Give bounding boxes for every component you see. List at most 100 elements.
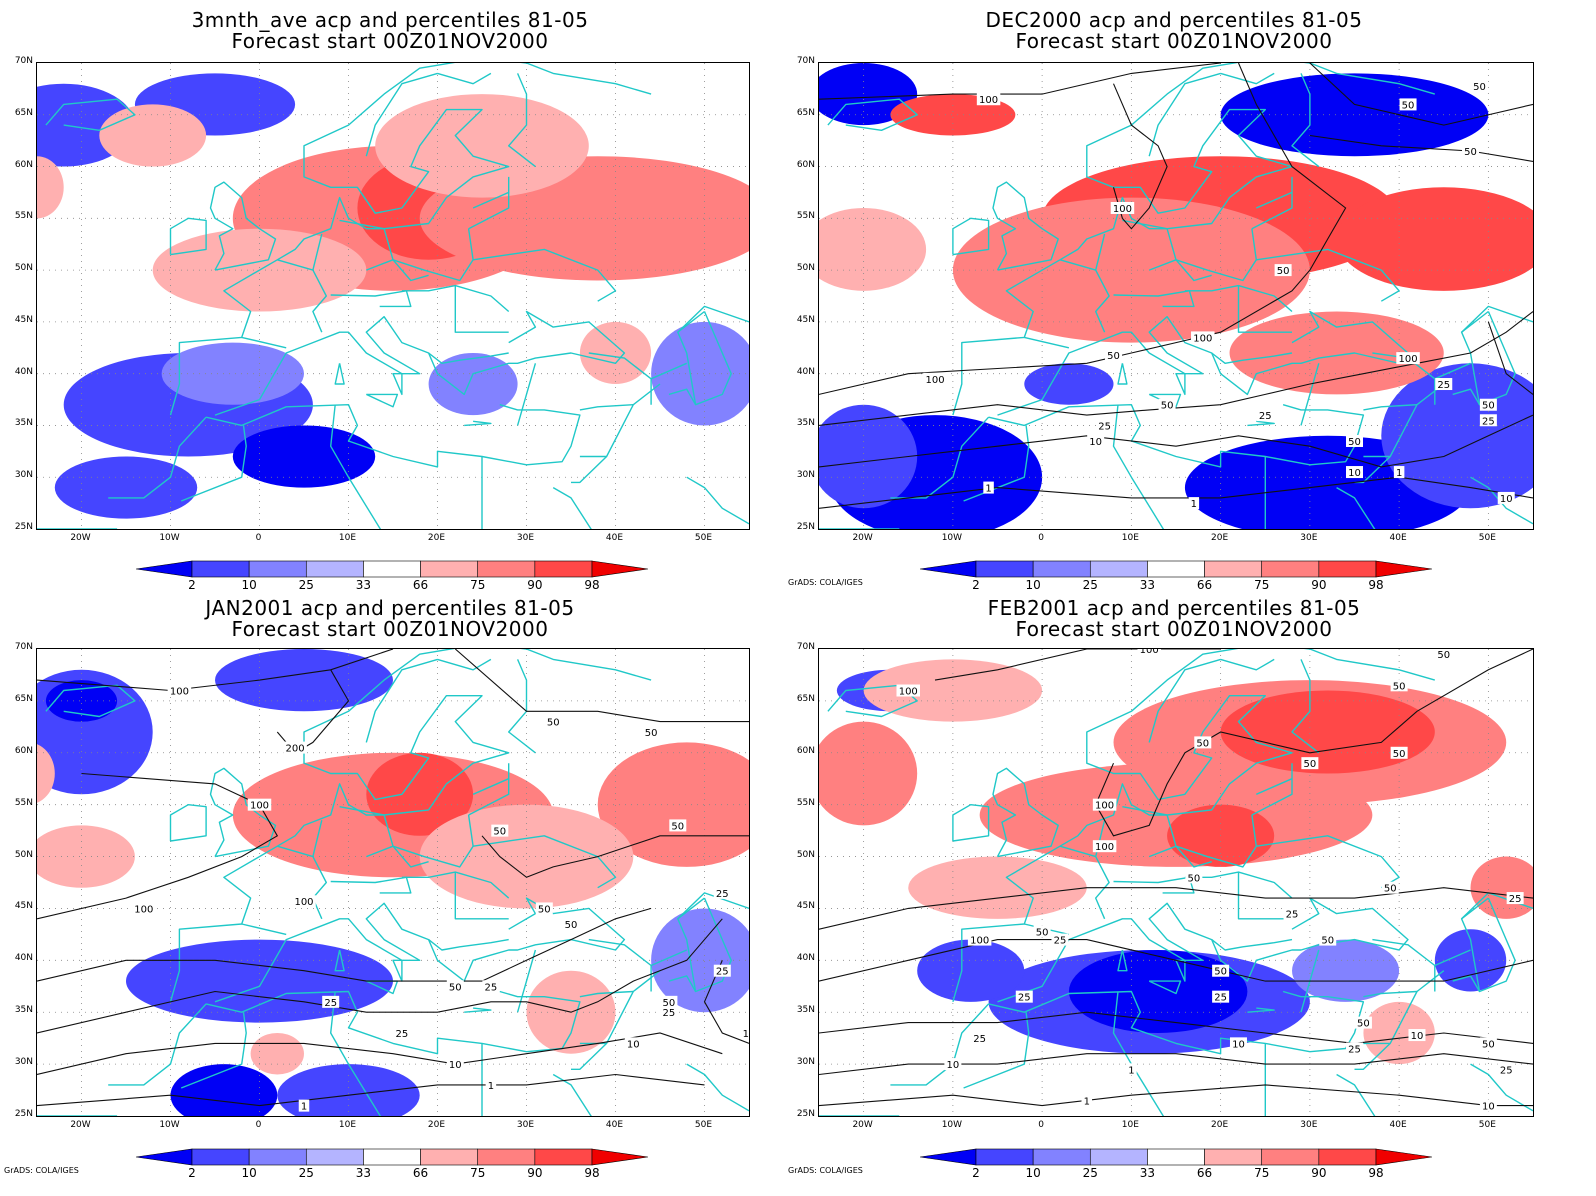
coastline-path xyxy=(454,285,509,333)
coastline-path xyxy=(472,176,510,209)
contour-label: 50 xyxy=(1036,927,1049,938)
panel-title: JAN2001 acp and percentiles 81-05 xyxy=(205,596,575,620)
lon-tick-label: 40E xyxy=(1389,1120,1407,1130)
contour-label-bg xyxy=(624,1037,642,1050)
percentile-region xyxy=(37,744,55,803)
colorbar-label: 25 xyxy=(298,1166,314,1180)
coastline-path xyxy=(1148,658,1221,743)
percentile-shading xyxy=(819,659,1533,1065)
coastline-path xyxy=(277,845,327,920)
colorbar-segment xyxy=(136,1148,193,1166)
colorbar xyxy=(920,1148,1432,1166)
colorbar-segment xyxy=(1089,1148,1148,1166)
percentile-region xyxy=(579,321,652,385)
colorbar-segment xyxy=(1147,560,1205,578)
percentile-region xyxy=(651,908,749,1013)
contour-line xyxy=(934,649,1221,681)
contour-label-bg xyxy=(1346,1042,1363,1055)
colorbar-segment xyxy=(191,1148,250,1166)
lon-tick-label: 50E xyxy=(694,533,713,543)
coastline-path xyxy=(428,938,509,951)
coastline-path xyxy=(516,363,537,426)
contour-label: 25 xyxy=(1500,1065,1513,1076)
colorbar-label: 33 xyxy=(355,578,372,592)
percentile-region xyxy=(215,649,393,712)
contour-label: 100 xyxy=(1113,204,1132,215)
coastline-path xyxy=(1460,897,1516,993)
grid-lines xyxy=(819,63,1533,529)
coastline-path xyxy=(890,416,990,499)
lat-tick-label: 55N xyxy=(796,211,815,222)
lat-tick-label: 25N xyxy=(796,522,815,532)
contour-label: 50 xyxy=(1304,759,1317,770)
lat-tick-label: 25N xyxy=(796,1109,815,1119)
coastline-path xyxy=(472,763,510,795)
contour-label: 25 xyxy=(663,1008,676,1019)
colorbar-label: 75 xyxy=(470,578,486,592)
panel-subtitle: Forecast start 00Z01NOV2000 xyxy=(1015,29,1333,53)
contour-label: 100 xyxy=(1193,333,1212,344)
contour-label: 25 xyxy=(324,998,337,1009)
contour-label: 100 xyxy=(250,801,269,812)
coastline-path xyxy=(1059,259,1110,333)
contour-label-bg xyxy=(660,995,678,1008)
percentile-region xyxy=(908,856,1087,919)
contour-label: 25 xyxy=(716,967,729,978)
contour-label-bg xyxy=(713,964,731,977)
coastline-path xyxy=(1251,778,1293,816)
colorbar-segment xyxy=(477,560,536,578)
percentile-region xyxy=(232,425,376,488)
lon-tick-label: 50E xyxy=(1478,533,1496,543)
lon-tick-label: 10W xyxy=(159,533,180,543)
lat-tick-label: 35N xyxy=(796,1005,815,1016)
contour-label-bg xyxy=(971,1032,989,1045)
contour-label-bg xyxy=(944,1058,962,1071)
lon-tick-label: 40E xyxy=(605,1120,624,1130)
contour-label-bg xyxy=(1506,892,1524,905)
coastline-path xyxy=(180,1012,247,1089)
contour-label: 25 xyxy=(485,982,498,993)
coastline-path xyxy=(1122,806,1168,816)
contour-line xyxy=(37,1073,705,1107)
coastline-path xyxy=(437,72,492,85)
contour-label-bg xyxy=(1126,1063,1137,1076)
lat-tick-label: 55N xyxy=(796,797,815,808)
coastline-path xyxy=(45,98,136,131)
coastline-path xyxy=(1247,1007,1275,1013)
colorbar-segment xyxy=(1261,1148,1320,1166)
coastline-path xyxy=(468,778,510,816)
contour-label-bg xyxy=(1479,1099,1497,1112)
contour-label: 50 xyxy=(1161,401,1174,412)
colorbar-label: 98 xyxy=(1368,1166,1384,1180)
contour-label: 50 xyxy=(565,920,578,931)
coastline-path xyxy=(1184,871,1293,899)
lon-tick-label: 50E xyxy=(694,1120,713,1130)
coastline-path xyxy=(579,383,661,458)
colorbar-label: 33 xyxy=(1139,1166,1156,1180)
coastline-path xyxy=(241,336,287,349)
contour-label-bg xyxy=(896,684,920,697)
colorbar-segment xyxy=(1204,1148,1263,1166)
coastline-path xyxy=(1059,845,1110,920)
coastline-path xyxy=(45,684,136,718)
colorbar-label: 2 xyxy=(972,578,980,592)
contour-label-bg xyxy=(1191,331,1215,344)
coastline-path xyxy=(180,425,247,502)
contour-label-bg xyxy=(1319,933,1337,946)
colorbar-label: 2 xyxy=(188,1166,196,1180)
colorbar-label: 2 xyxy=(972,1166,980,1180)
colorbar-label: 33 xyxy=(355,1166,372,1180)
lon-tick-label: 10E xyxy=(1121,1120,1139,1130)
contour-label: 100 xyxy=(970,936,989,947)
contour-label: 100 xyxy=(899,687,918,698)
contour-line xyxy=(1309,134,1533,162)
colorbar-label: 66 xyxy=(412,1166,429,1180)
contour-label-bg xyxy=(1393,466,1405,479)
contour-label-bg xyxy=(485,1078,497,1091)
colorbar-label: 75 xyxy=(1254,578,1270,592)
coastline-path xyxy=(579,404,634,411)
coastline-path xyxy=(169,217,207,256)
coastline-path xyxy=(1256,176,1293,209)
coastline-path xyxy=(334,949,345,972)
contour-label: 50 xyxy=(1357,1019,1370,1030)
